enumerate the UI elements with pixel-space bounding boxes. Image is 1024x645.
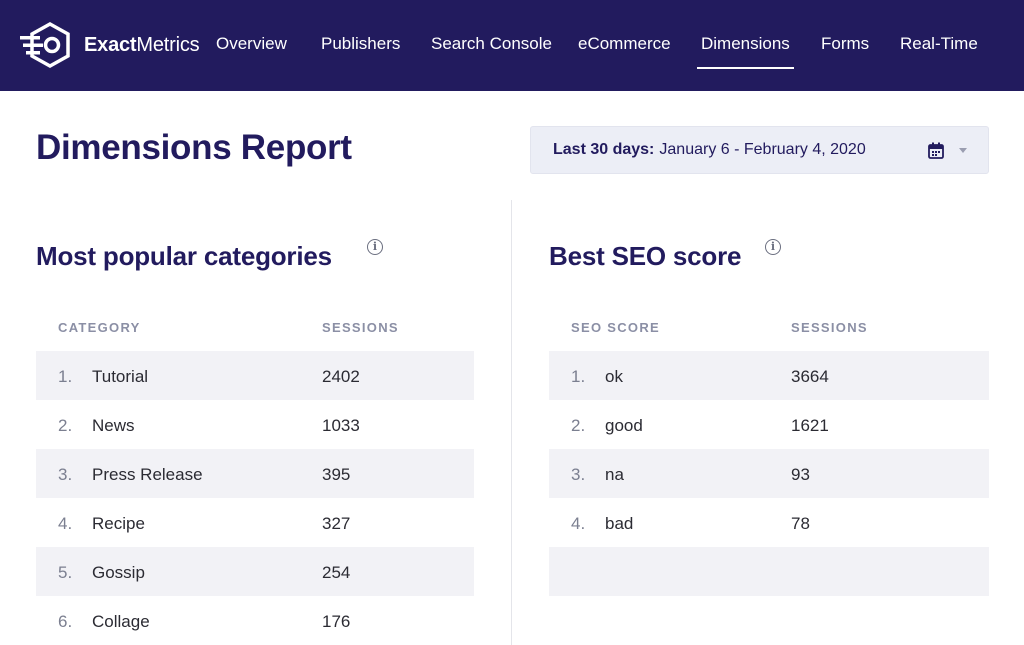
- caret-down-icon[interactable]: [959, 148, 967, 153]
- row-seo-score: bad: [605, 514, 634, 533]
- row-sessions: 254: [322, 563, 351, 582]
- row-category: Press Release: [92, 465, 203, 484]
- row-category: Tutorial: [92, 367, 149, 386]
- row-sessions: 93: [791, 465, 810, 484]
- row-rank: 5.: [58, 563, 73, 582]
- categories-col-header-sessions: SESSIONS: [322, 320, 399, 335]
- row-category: Recipe: [92, 514, 145, 533]
- categories-table-row: 2. News 1033: [36, 400, 474, 449]
- row-rank: 2.: [58, 416, 73, 435]
- row-rank: 2.: [571, 416, 586, 435]
- categories-table-row: 5. Gossip 254: [36, 547, 474, 596]
- row-category: Gossip: [92, 563, 145, 582]
- row-category: News: [92, 416, 135, 435]
- row-sessions: 3664: [791, 367, 829, 386]
- row-seo-score: good: [605, 416, 643, 435]
- categories-col-header-category: CATEGORY: [58, 320, 141, 335]
- row-sessions: 1621: [791, 416, 829, 435]
- categories-table-row: 6. Collage 176: [36, 596, 474, 645]
- row-sessions: 2402: [322, 367, 360, 386]
- categories-table-row: 4. Recipe 327: [36, 498, 474, 547]
- row-rank: 3.: [571, 465, 586, 484]
- seo-table-row: 3. na 93: [549, 449, 989, 498]
- row-rank: 6.: [58, 612, 73, 631]
- categories-table-row: 1. Tutorial 2402: [36, 351, 474, 400]
- brand-logo[interactable]: ExactMetrics: [20, 22, 210, 68]
- nav-tab-search-console[interactable]: Search Console: [431, 34, 552, 53]
- seo-info-icon[interactable]: i: [765, 239, 781, 255]
- date-range-label: Last 30 days:: [553, 141, 655, 158]
- row-seo-score: na: [605, 465, 624, 484]
- page-title: Dimensions Report: [36, 128, 352, 167]
- categories-panel-title: Most popular categories: [36, 241, 332, 271]
- categories-table-row: 3. Press Release 395: [36, 449, 474, 498]
- row-rank: 4.: [58, 514, 73, 533]
- seo-panel-title: Best SEO score: [549, 241, 742, 271]
- brand-name: ExactMetrics: [84, 33, 200, 56]
- nav-tab-publishers[interactable]: Publishers: [321, 34, 401, 53]
- nav-tab-ecommerce[interactable]: eCommerce: [578, 34, 671, 53]
- seo-table-row: 2. good 1621: [549, 400, 989, 449]
- seo-col-header-score: SEO SCORE: [571, 320, 660, 335]
- row-sessions: 78: [791, 514, 810, 533]
- row-sessions: 395: [322, 465, 351, 484]
- row-rank: 1.: [58, 367, 73, 386]
- row-rank: 4.: [571, 514, 586, 533]
- calendar-icon[interactable]: [928, 142, 944, 159]
- row-rank: 3.: [58, 465, 73, 484]
- seo-table-row: 1. ok 3664: [549, 351, 989, 400]
- seo-table-row-empty: [549, 547, 989, 596]
- nav-tab-forms[interactable]: Forms: [821, 34, 870, 53]
- nav-tab-dimensions[interactable]: Dimensions: [697, 34, 794, 69]
- row-rank: 1.: [571, 367, 586, 386]
- categories-info-icon[interactable]: i: [367, 239, 383, 255]
- nav-tab-real-time[interactable]: Real-Time: [900, 34, 978, 53]
- row-sessions: 327: [322, 514, 351, 533]
- row-seo-score: ok: [605, 367, 623, 386]
- seo-col-header-sessions: SESSIONS: [791, 320, 868, 335]
- date-range-picker[interactable]: Last 30 days: January 6 - February 4, 20…: [530, 126, 989, 174]
- row-sessions: 176: [322, 612, 351, 631]
- nav-tab-overview[interactable]: Overview: [216, 34, 287, 53]
- panel-divider: [511, 200, 512, 645]
- exactmetrics-logo-icon: [20, 22, 70, 68]
- date-range-value: January 6 - February 4, 2020: [659, 141, 866, 158]
- seo-table-row: 4. bad 78: [549, 498, 989, 547]
- row-sessions: 1033: [322, 416, 360, 435]
- row-category: Collage: [92, 612, 150, 631]
- top-navigation-bar: ExactMetrics Overview Publishers Search …: [0, 0, 1024, 91]
